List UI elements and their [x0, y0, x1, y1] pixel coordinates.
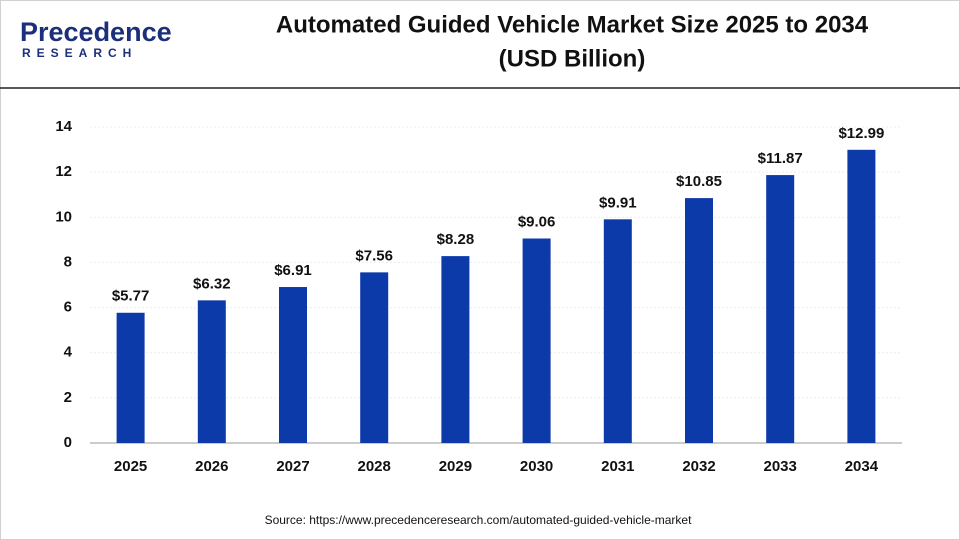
y-tick-label: 10 — [55, 208, 72, 225]
value-label: $7.56 — [355, 247, 393, 264]
value-label: $12.99 — [838, 125, 884, 142]
value-label: $6.91 — [274, 262, 312, 279]
chart-subtitle: (USD Billion) — [499, 45, 646, 72]
x-tick-label: 2032 — [682, 458, 715, 475]
value-label: $9.06 — [518, 213, 556, 230]
bar — [441, 256, 470, 443]
y-tick-label: 0 — [64, 434, 72, 451]
bar — [116, 312, 145, 443]
y-tick-label: 14 — [55, 118, 72, 135]
logo-tagline: RESEARCH — [22, 46, 137, 60]
value-label: $11.87 — [758, 150, 803, 167]
bar — [603, 219, 632, 443]
y-tick-label: 8 — [64, 253, 72, 270]
bar — [197, 300, 226, 443]
value-label: $9.91 — [599, 194, 637, 211]
bar — [279, 287, 307, 443]
logo-name: Precedence — [20, 17, 172, 47]
bar — [685, 198, 713, 443]
value-label: $8.28 — [437, 231, 475, 248]
x-tick-label: 2031 — [601, 458, 634, 475]
x-tick-label: 2025 — [114, 458, 147, 475]
chart-title: Automated Guided Vehicle Market Size 202… — [276, 11, 869, 38]
bar — [766, 175, 795, 443]
x-tick-label: 2028 — [358, 458, 391, 475]
x-tick-label: 2029 — [439, 458, 472, 475]
bar — [522, 238, 551, 443]
x-tick-label: 2033 — [764, 458, 797, 475]
value-label: $10.85 — [676, 173, 722, 190]
x-tick-label: 2027 — [276, 458, 309, 475]
y-tick-label: 12 — [55, 163, 72, 180]
y-tick-label: 4 — [64, 344, 73, 361]
y-tick-label: 2 — [64, 389, 72, 406]
x-tick-label: 2030 — [520, 458, 553, 475]
x-tick-label: 2034 — [845, 458, 879, 475]
source: Source: https://www.precedenceresearch.c… — [265, 513, 693, 527]
bar — [847, 149, 876, 443]
y-tick-label: 6 — [64, 299, 72, 316]
bar — [360, 272, 389, 443]
x-tick-label: 2026 — [195, 458, 228, 475]
value-label: $5.77 — [112, 288, 150, 305]
value-label: $6.32 — [193, 275, 231, 292]
